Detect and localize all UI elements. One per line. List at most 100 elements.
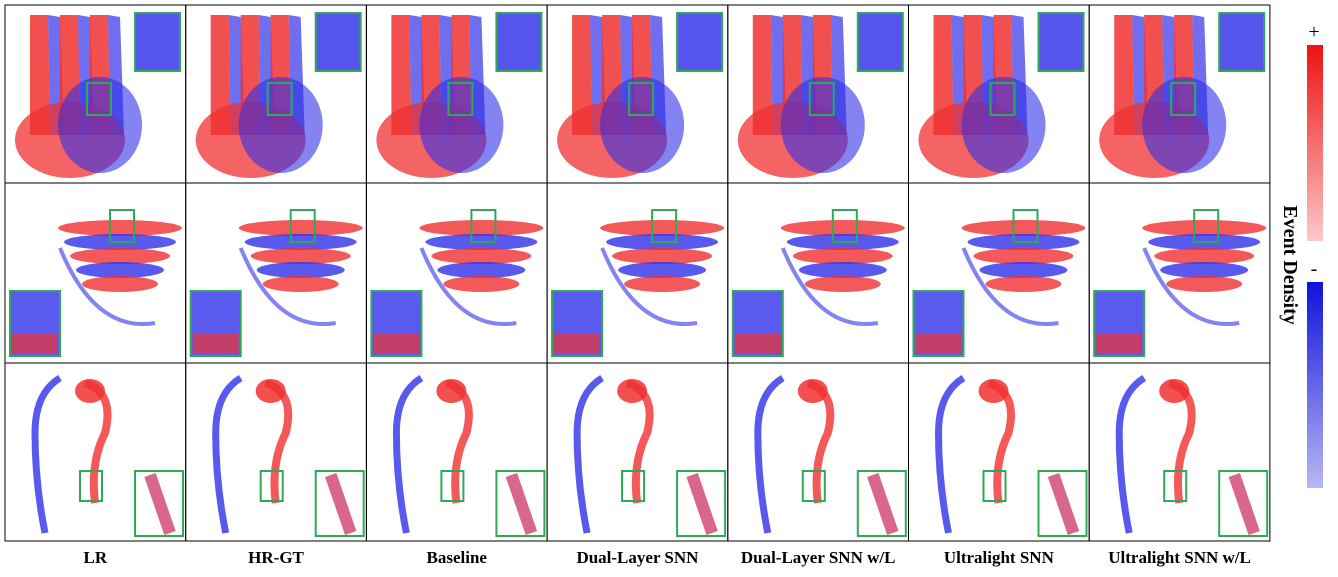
inset-red	[735, 333, 781, 354]
inset-red	[373, 333, 419, 354]
event-band	[805, 276, 881, 292]
inset	[496, 13, 541, 71]
red-events	[436, 379, 466, 403]
image-cell	[186, 363, 367, 541]
event-band	[624, 276, 700, 292]
cell-content	[196, 13, 361, 178]
column-label: Dual-Layer SNN	[576, 548, 699, 567]
event-band	[257, 262, 345, 278]
cell-content	[10, 210, 182, 356]
event-band	[1160, 262, 1248, 278]
cell-content	[216, 378, 364, 536]
inset	[677, 13, 722, 71]
event-band	[82, 276, 158, 292]
event-band	[419, 220, 543, 236]
image-cell	[909, 363, 1090, 541]
event-band	[612, 248, 712, 264]
image-cell	[186, 5, 367, 183]
event-band	[239, 220, 363, 236]
blue-events	[58, 77, 142, 173]
image-cell	[728, 363, 909, 541]
colorbar-min-label: -	[1311, 258, 1318, 280]
red-events	[256, 379, 286, 403]
cell-content	[939, 378, 1087, 536]
event-band	[1142, 220, 1266, 236]
image-cell	[547, 5, 728, 183]
event-band	[799, 262, 887, 278]
cell-content	[376, 13, 541, 178]
cell-content	[15, 13, 180, 178]
blue-events	[962, 77, 1046, 173]
blue-stroke	[216, 378, 241, 533]
cell-content	[738, 13, 903, 178]
red-events	[798, 379, 828, 403]
event-band	[793, 248, 893, 264]
image-cell	[186, 183, 367, 363]
image-cell	[5, 5, 186, 183]
image-cell	[366, 5, 547, 183]
image-grid	[5, 5, 1270, 541]
red-events	[617, 379, 647, 403]
column-label: Baseline	[427, 548, 488, 567]
cell-content	[1094, 210, 1266, 356]
image-cell	[1089, 183, 1270, 363]
cell-content	[577, 378, 725, 536]
colorbar-positive	[1307, 45, 1323, 241]
event-band	[58, 220, 182, 236]
image-cell	[366, 363, 547, 541]
event-band	[76, 262, 164, 278]
blue-stroke	[939, 378, 964, 533]
event-band	[437, 262, 525, 278]
column-label: Ultralight SNN	[944, 548, 1055, 567]
colorbar: + - Event Density	[1279, 21, 1323, 488]
blue-stroke	[396, 378, 421, 533]
event-band	[980, 262, 1068, 278]
image-cell	[366, 183, 547, 363]
colorbar-title: Event Density	[1279, 205, 1301, 324]
blue-stroke	[758, 378, 783, 533]
image-cell	[728, 183, 909, 363]
image-cell	[909, 5, 1090, 183]
cell-content	[914, 210, 1086, 356]
cell-content	[371, 210, 543, 356]
event-band	[443, 276, 519, 292]
inset-red	[916, 333, 962, 354]
cell-content	[733, 210, 905, 356]
image-cell	[547, 363, 728, 541]
column-label: HR-GT	[248, 548, 304, 567]
inset-red	[554, 333, 600, 354]
colorbar-negative	[1307, 282, 1323, 488]
event-band	[781, 220, 905, 236]
column-label: Dual-Layer SNN w/L	[741, 548, 896, 567]
event-band	[974, 248, 1074, 264]
inset	[135, 13, 180, 71]
blue-events	[419, 77, 503, 173]
column-label: LR	[84, 548, 108, 567]
cell-content	[191, 210, 363, 356]
inset	[858, 13, 903, 71]
event-band	[251, 248, 351, 264]
cell-content	[552, 210, 724, 356]
cell-content	[396, 378, 544, 536]
red-events	[75, 379, 105, 403]
event-band	[1154, 248, 1254, 264]
inset-red	[12, 333, 58, 354]
event-band	[962, 220, 1086, 236]
image-cell	[1089, 5, 1270, 183]
column-label: Ultralight SNN w/L	[1108, 548, 1251, 567]
image-cell	[547, 183, 728, 363]
cell-content	[557, 13, 722, 178]
inset-red	[193, 333, 239, 354]
red-events	[1159, 379, 1189, 403]
cell-content	[1099, 13, 1264, 178]
image-cell	[728, 5, 909, 183]
red-events	[979, 379, 1009, 403]
event-band	[618, 262, 706, 278]
event-band	[70, 248, 170, 264]
inset	[316, 13, 361, 71]
blue-events	[239, 77, 323, 173]
blue-stroke	[35, 378, 60, 533]
colorbar-max-label: +	[1308, 21, 1319, 43]
inset	[1039, 13, 1084, 71]
event-band	[600, 220, 724, 236]
